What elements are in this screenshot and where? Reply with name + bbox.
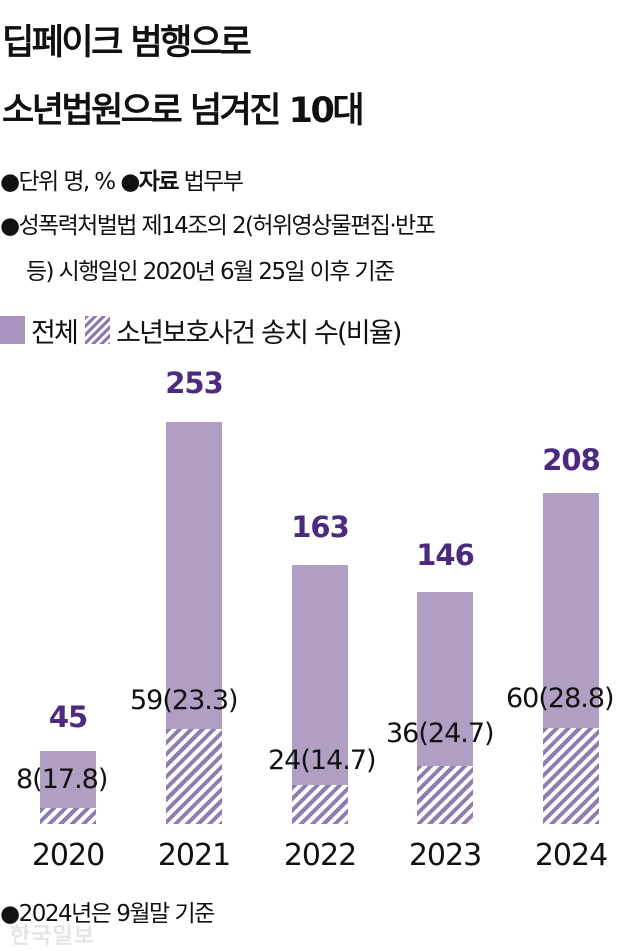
source-label: 자료 — [138, 169, 180, 195]
year-label-2024: 2024 — [534, 838, 608, 873]
bar-hatch-2020 — [40, 808, 96, 824]
sub-label-2022: 24(14.7) — [268, 745, 377, 776]
legend-solid-swatch-icon — [0, 316, 25, 344]
total-label-2022: 163 — [291, 510, 350, 544]
chart-title-line-1: 딥페이크 범행으로 — [2, 23, 252, 63]
year-label-2022: 2022 — [283, 838, 357, 873]
bar-chart: 45 8(17.8) 2020 253 59(23.3) 2021 163 24… — [0, 360, 640, 880]
bar-2020 — [40, 751, 96, 824]
chart-title-line-2: 소년법원으로 넘겨진 10대 — [2, 91, 365, 131]
bar-2022 — [292, 565, 348, 824]
chart-legend: 전체 소년보호사건 송치 수(비율) — [0, 310, 402, 350]
unit-source-note: ●단위 명, % ●자료 법무부 — [0, 162, 244, 196]
criteria-note-line-2: 등) 시행일인 2020년 6월 25일 이후 기준 — [26, 259, 395, 285]
legend-label-juvenile: 소년보호사건 송치 수(비율) — [116, 317, 402, 349]
year-label-2021: 2021 — [157, 838, 231, 873]
footnote: ●2024년은 9월말 기준 — [0, 901, 215, 927]
year-label-2020: 2020 — [31, 838, 105, 873]
legend-label-total: 전체 — [31, 317, 79, 349]
sub-label-2024: 60(28.8) — [506, 683, 615, 714]
sub-label-2020: 8(17.8) — [16, 764, 108, 795]
source-value: 법무부 — [183, 169, 244, 195]
total-label-2023: 146 — [416, 538, 475, 572]
unit-label: 단위 명, % — [18, 169, 116, 195]
year-label-2023: 2023 — [408, 838, 482, 873]
bar-2024 — [543, 493, 599, 824]
criteria-note-line-1: ●성폭력처벌법 제14조의 2(허위영상물편집·반포 — [0, 213, 436, 239]
total-label-2024: 208 — [542, 443, 601, 477]
bar-hatch-2023 — [417, 766, 473, 824]
bullet-icon: ● — [120, 169, 140, 195]
legend-hatched-swatch-icon — [85, 316, 111, 344]
bar-2021 — [166, 422, 222, 824]
bar-hatch-2022 — [292, 785, 348, 824]
publisher-watermark: 한국일보 — [10, 924, 95, 949]
bar-2023 — [417, 592, 473, 824]
sub-label-2023: 36(24.7) — [386, 718, 495, 749]
bar-hatch-2021 — [166, 729, 222, 824]
bar-hatch-2024 — [543, 728, 599, 824]
sub-label-2021: 59(23.3) — [130, 685, 239, 716]
bullet-icon: ● — [0, 169, 20, 195]
total-label-2021: 253 — [165, 366, 224, 400]
total-label-2020: 45 — [48, 700, 88, 734]
